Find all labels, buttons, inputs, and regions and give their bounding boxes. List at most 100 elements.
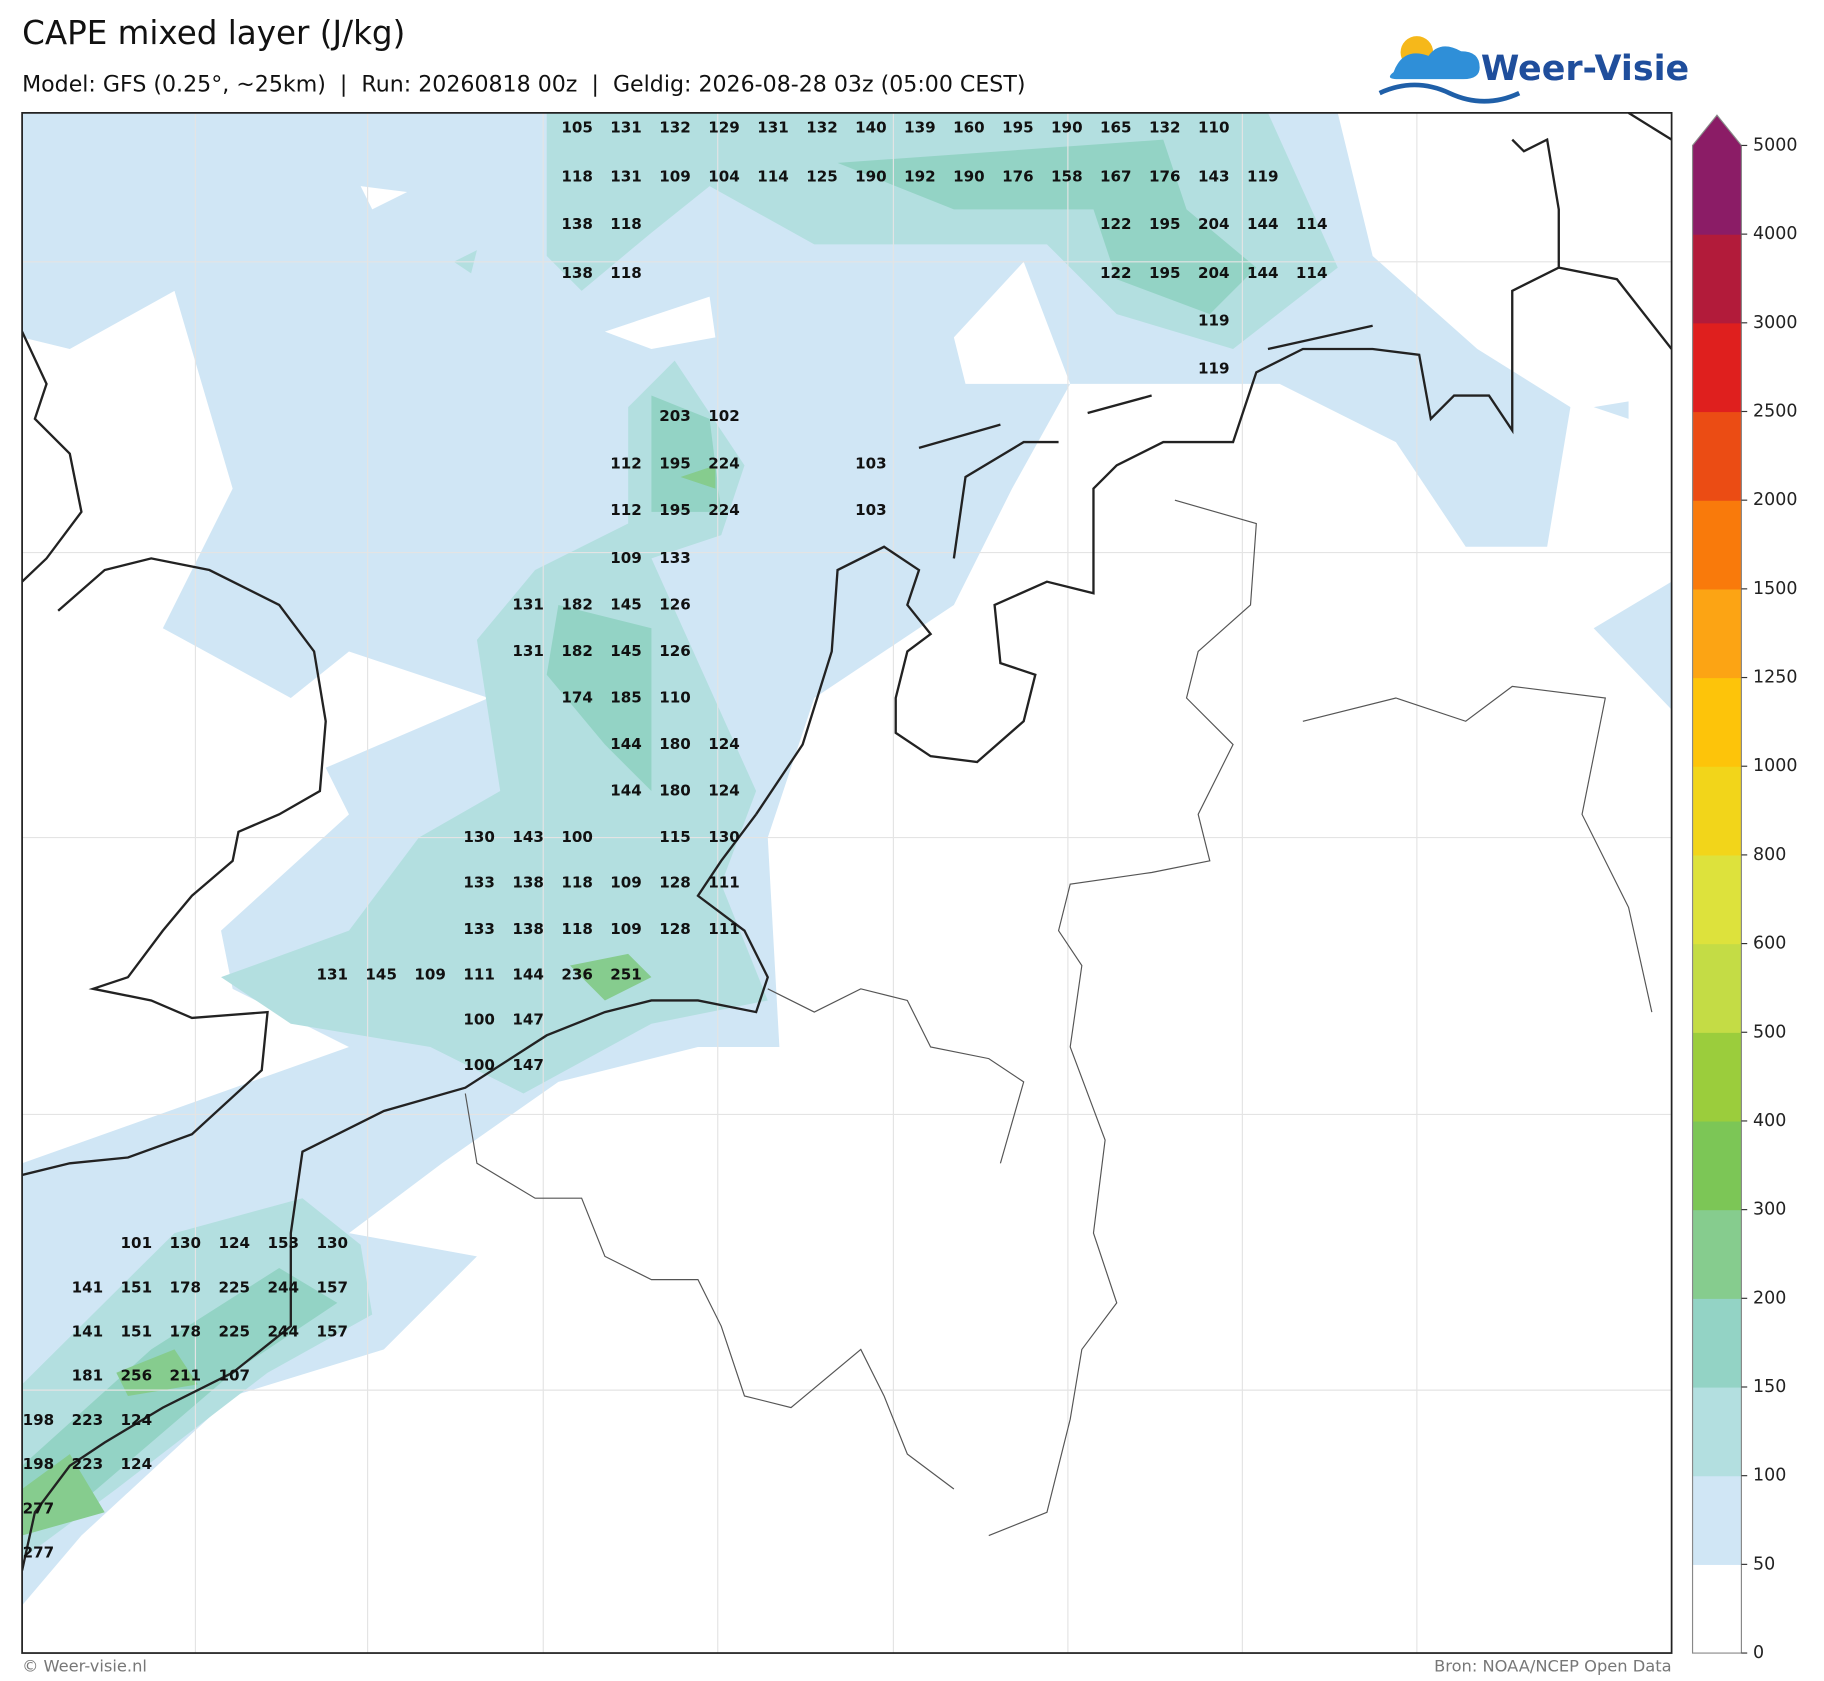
colorbar-tick-label: 100 <box>1753 1466 1786 1486</box>
cape-label: 143 <box>1198 167 1230 185</box>
cape-label: 131 <box>512 595 544 613</box>
cape-label: 104 <box>708 167 740 185</box>
cape-label: 277 <box>23 1544 55 1562</box>
cape-label: 180 <box>659 782 691 800</box>
cape-label: 195 <box>659 501 691 519</box>
cape-label: 118 <box>610 264 642 282</box>
cape-label: 256 <box>121 1367 153 1385</box>
cape-label: 144 <box>1247 264 1279 282</box>
cape-label: 145 <box>365 965 397 983</box>
cape-label: 145 <box>610 595 642 613</box>
cape-label: 157 <box>316 1322 348 1340</box>
colorbar-tick-label: 0 <box>1753 1643 1764 1663</box>
borders <box>464 499 1653 1537</box>
cape-label: 128 <box>659 873 691 891</box>
cape-label: 244 <box>267 1322 299 1340</box>
colorbar-tick-label: 1250 <box>1753 668 1797 688</box>
cape-label: 224 <box>708 455 740 473</box>
cape-label: 118 <box>561 920 593 938</box>
cape-labels: 105 131 132 129 131 132 140 139 160 195 190 165 132 1… <box>23 119 1328 1562</box>
cape-label: 118 <box>610 215 642 233</box>
colorbar-segment <box>1692 854 1742 945</box>
cape-label: 130 <box>708 828 740 846</box>
cape-label: 204 <box>1198 264 1230 282</box>
cape-label: 109 <box>610 920 642 938</box>
cape-area-50 <box>22 112 1571 1606</box>
cape-area-100 <box>22 112 1338 1559</box>
colorbar-segment <box>1692 1564 1742 1654</box>
colorbar-segment <box>1692 1386 1742 1477</box>
cape-label: 138 <box>512 920 544 938</box>
cape-label: 132 <box>659 119 691 137</box>
cape-label: 132 <box>806 119 838 137</box>
cape-label: 112 <box>610 501 642 519</box>
cape-label: 124 <box>708 782 740 800</box>
cape-label: 119 <box>1198 312 1230 330</box>
cape-label: 141 <box>72 1322 104 1340</box>
cape-label: 119 <box>1198 359 1230 377</box>
logo: Weer-Visie <box>1378 36 1689 104</box>
cape-label: 114 <box>1296 215 1328 233</box>
cape-label: 109 <box>414 965 446 983</box>
cape-label: 140 <box>855 119 887 137</box>
cape-label: 151 <box>121 1278 153 1296</box>
colorbar-tick-label: 1500 <box>1753 579 1797 599</box>
cape-label: 195 <box>659 455 691 473</box>
cape-label: 126 <box>659 642 691 660</box>
colorbar-tick-label: 3000 <box>1753 313 1797 333</box>
colorbar-extension <box>1692 115 1742 146</box>
cape-label: 223 <box>72 1411 104 1429</box>
cape-label: 147 <box>512 1056 544 1074</box>
cape-label: 139 <box>904 119 936 137</box>
cape-label: 180 <box>659 735 691 753</box>
cape-label: 101 <box>121 1234 153 1252</box>
colorbar-segment <box>1692 677 1742 767</box>
cape-label: 144 <box>610 735 642 753</box>
cape-label: 131 <box>316 965 348 983</box>
cape-label: 138 <box>561 264 593 282</box>
colorbar-tick-label: 500 <box>1753 1022 1786 1042</box>
cape-label: 124 <box>121 1411 153 1429</box>
colorbar-segment <box>1692 1475 1742 1565</box>
cape-label: 111 <box>463 965 495 983</box>
cape-label: 145 <box>610 642 642 660</box>
logo-text: Weer-Visie <box>1481 49 1689 89</box>
cape-label: 118 <box>561 167 593 185</box>
colorbar-tick-label: 2500 <box>1753 401 1797 421</box>
cape-label: 185 <box>610 689 642 707</box>
cape-label: 192 <box>904 167 936 185</box>
colorbar-segment <box>1692 1120 1742 1211</box>
cape-label: 133 <box>659 549 691 567</box>
cape-label: 158 <box>1051 167 1083 185</box>
cape-label: 122 <box>1100 215 1132 233</box>
cape-label: 174 <box>561 689 593 707</box>
cape-label: 138 <box>561 215 593 233</box>
cape-label: 110 <box>1198 119 1230 137</box>
cape-label: 126 <box>659 595 691 613</box>
cape-label: 124 <box>708 735 740 753</box>
cape-label: 151 <box>121 1322 153 1340</box>
copyright: © Weer-visie.nl <box>22 1657 147 1676</box>
cape-label: 153 <box>267 1234 299 1252</box>
colorbar-segment <box>1692 588 1742 679</box>
colorbar-segment <box>1692 322 1742 413</box>
cape-label: 138 <box>512 873 544 891</box>
cape-label: 182 <box>561 642 593 660</box>
cape-label: 277 <box>23 1499 55 1517</box>
coastline <box>22 112 1672 1571</box>
colorbar-tick-label: 400 <box>1753 1111 1786 1131</box>
cape-label: 112 <box>610 455 642 473</box>
title: CAPE mixed layer (J/kg) <box>22 14 405 52</box>
cape-label: 181 <box>72 1367 104 1385</box>
cape-label: 124 <box>121 1455 153 1473</box>
colorbar-tick-label: 5000 <box>1753 135 1797 155</box>
colorbar-segment <box>1692 500 1742 590</box>
cape-label: 129 <box>708 119 740 137</box>
colorbar-tick-label: 200 <box>1753 1288 1786 1308</box>
cape-label: 111 <box>708 873 740 891</box>
colorbar-tick-label: 600 <box>1753 934 1786 954</box>
cape-label: 144 <box>512 965 544 983</box>
cape-label: 195 <box>1002 119 1034 137</box>
